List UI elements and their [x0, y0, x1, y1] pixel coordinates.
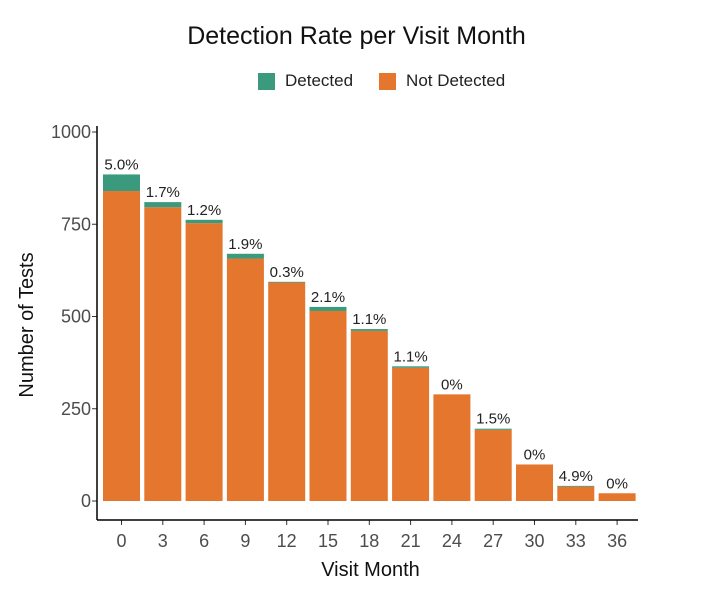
x-axis-title: Visit Month [321, 559, 420, 581]
bar-detected [392, 366, 430, 368]
x-tick-label: 12 [277, 531, 297, 551]
bar-not-detected [185, 223, 223, 501]
data-label: 5.0% [104, 156, 138, 173]
y-axis-title: Number of Tests [16, 252, 38, 397]
x-tick-label: 3 [158, 531, 168, 551]
y-tick-label: 1000 [51, 122, 91, 142]
bar-not-detected [433, 394, 471, 501]
bar-not-detected [103, 191, 140, 502]
x-tick-label: 27 [483, 531, 503, 551]
legend-item-not-detected: Not Detected [379, 71, 505, 91]
legend-label-not-detected: Not Detected [406, 71, 506, 90]
data-label: 1.5% [476, 411, 510, 428]
bar-detected [474, 428, 512, 430]
chart-title: Detection Rate per Visit Month [187, 22, 526, 50]
x-tick-label: 24 [442, 531, 462, 551]
x-tick-label: 33 [566, 531, 586, 551]
x-tick-label: 0 [116, 531, 126, 551]
x-tick-label: 18 [359, 531, 379, 551]
bar-detected [350, 329, 388, 331]
bar-detected [226, 253, 264, 259]
bar-detected [557, 485, 595, 487]
chart-legend: Detected Not Detected [258, 71, 531, 91]
legend-swatch-not-detected [379, 72, 397, 90]
bar-not-detected [598, 493, 636, 501]
data-label: 1.1% [393, 348, 427, 365]
x-tick-label: 21 [401, 531, 421, 551]
x-axis-ticks: 0 3 6 9 12 15 18 21 24 27 30 33 36 [116, 520, 627, 551]
bar-not-detected [268, 282, 306, 501]
x-tick-label: 36 [607, 531, 627, 551]
legend-label-detected: Detected [285, 71, 354, 90]
bar-not-detected [474, 429, 512, 501]
x-tick-label: 6 [199, 531, 209, 551]
data-label: 0% [524, 446, 546, 463]
bar-detected [185, 219, 223, 224]
bar-not-detected [226, 258, 264, 501]
bar-detected [103, 174, 140, 192]
x-tick-label: 9 [240, 531, 250, 551]
bar-not-detected [350, 330, 388, 501]
data-label: 1.7% [146, 184, 180, 201]
data-label: 0% [441, 376, 463, 393]
bar-not-detected [392, 367, 430, 501]
bar-not-detected [309, 310, 347, 501]
y-tick-label: 500 [61, 307, 91, 327]
legend-swatch-detected [258, 72, 275, 90]
data-label: 2.1% [311, 289, 345, 306]
y-tick-label: 750 [61, 214, 91, 234]
data-label: 4.9% [559, 468, 593, 485]
data-label: 0% [606, 475, 628, 492]
bars-group [103, 174, 636, 502]
data-labels-group: 5.0% 1.7% 1.2% 1.9% 0.3% 2.1% 1.1% 1.1% 0% 1.5% 0%… [104, 156, 628, 492]
y-axis-ticks: 0 250 500 750 1000 [51, 122, 97, 511]
y-tick-label: 250 [61, 399, 91, 419]
x-tick-label: 15 [318, 531, 338, 551]
bar-not-detected [516, 464, 553, 501]
bar-not-detected [144, 207, 182, 501]
y-tick-label: 0 [81, 491, 91, 511]
bar-detected [268, 281, 306, 283]
x-tick-label: 30 [524, 531, 544, 551]
bar-not-detected [557, 486, 595, 501]
data-label: 0.3% [270, 264, 304, 281]
legend-item-detected: Detected [258, 71, 353, 91]
data-label: 1.9% [228, 236, 262, 253]
data-label: 1.2% [187, 202, 221, 219]
data-label: 1.1% [352, 311, 386, 328]
bar-detected [309, 306, 347, 311]
bar-detected [144, 202, 182, 208]
